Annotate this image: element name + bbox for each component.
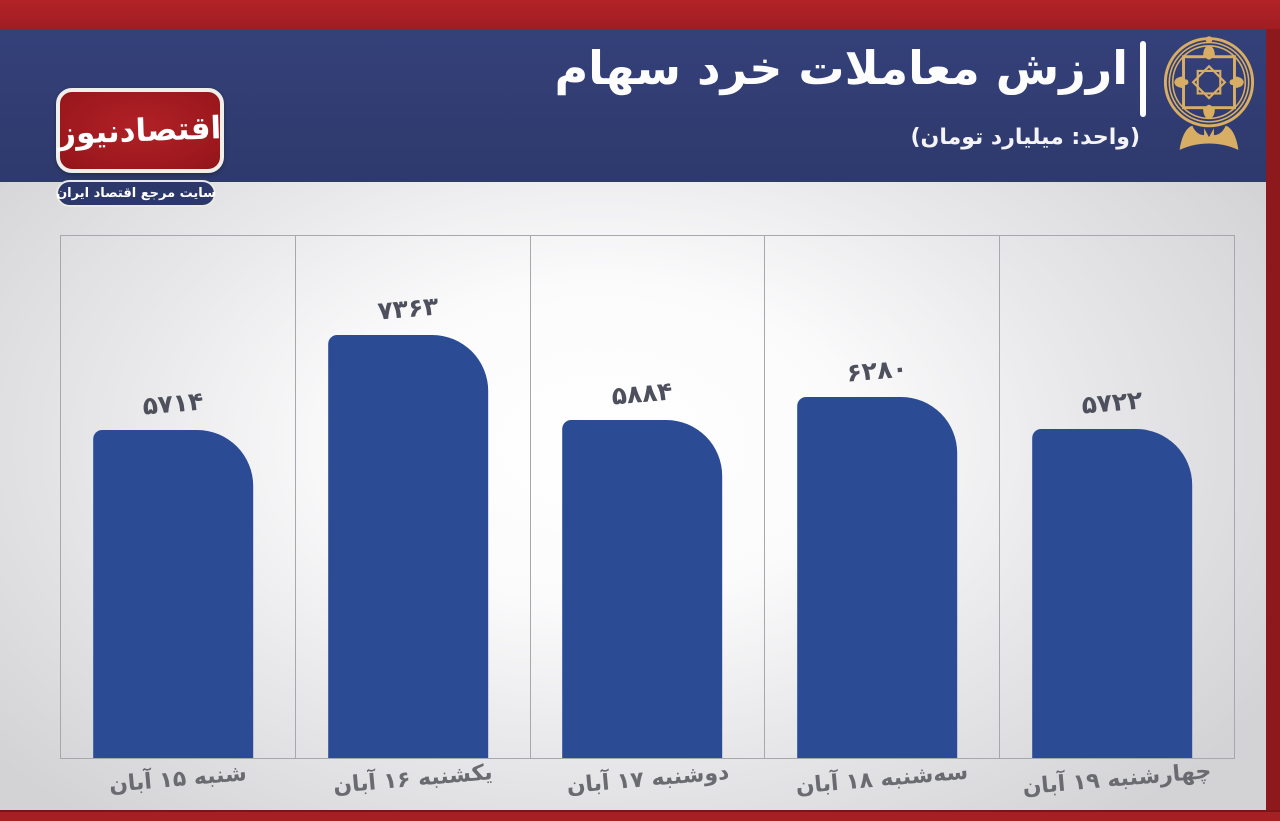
chart-title: ارزش معاملات خرد سهام [554, 41, 1129, 95]
bourse-emblem-icon [1163, 36, 1255, 150]
brand-tagline-text: سایت مرجع اقتصاد ایران [56, 186, 216, 201]
bar [562, 420, 723, 758]
bar [93, 430, 254, 758]
eghtesadnews-logo-text: اقتصادنیوز [57, 109, 223, 152]
right-red-border [1266, 0, 1280, 821]
top-red-band [0, 0, 1280, 29]
chart-plot-area: ۵۷۱۴ شنبه ۱۵ آبان ۷۳۶۳ یکشنبه ۱۶ آبان ۵۸… [60, 235, 1235, 800]
bar-value-label: ۶۲۸۰ [845, 353, 909, 388]
bar-value-label: ۵۸۸۴ [610, 376, 675, 411]
chart-column: ۶۲۸۰ سه‌شنبه ۱۸ آبان [764, 236, 999, 799]
chart-column: ۵۸۸۴ دوشنبه ۱۷ آبان [529, 236, 765, 799]
brand-tagline-pill: سایت مرجع اقتصاد ایران [56, 180, 216, 207]
bottom-red-band [0, 810, 1280, 821]
x-axis-label: سه‌شنبه ۱۸ آبان [795, 759, 970, 800]
x-axis-label: دوشنبه ۱۷ آبان [565, 759, 730, 800]
eghtesadnews-logo: اقتصادنیوز [56, 88, 224, 173]
bar-value-label: ۷۳۶۳ [376, 291, 440, 326]
x-axis-label: یکشنبه ۱۶ آبان [332, 760, 494, 799]
chart-column: ۵۷۱۴ شنبه ۱۵ آبان [61, 236, 295, 798]
title-separator-bar [1140, 41, 1146, 117]
bar [1032, 429, 1193, 758]
x-axis-label: چهارشنبه ۱۹ آبان [1021, 758, 1213, 801]
bar [797, 397, 958, 758]
unit-label: (واحد: میلیارد تومان) [910, 125, 1141, 150]
chart-column: ۵۷۲۲ چهارشنبه ۱۹ آبان [999, 236, 1234, 800]
bar-value-label: ۵۷۲۲ [1080, 385, 1144, 420]
bar-value-label: ۵۷۱۴ [141, 386, 205, 421]
chart-column: ۷۳۶۳ یکشنبه ۱۶ آبان [294, 236, 530, 799]
x-axis-label: شنبه ۱۵ آبان [108, 761, 248, 798]
bar [327, 335, 488, 758]
